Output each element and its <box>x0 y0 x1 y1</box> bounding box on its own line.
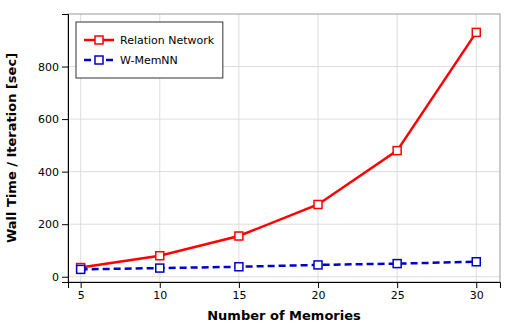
tick: 0 <box>52 271 68 284</box>
marker <box>77 265 85 273</box>
tick: 20 <box>312 282 326 302</box>
grid <box>68 14 500 282</box>
tick-mark <box>62 67 68 68</box>
plot-frame <box>68 14 500 282</box>
marker <box>393 147 401 155</box>
legend-item: Relation Network <box>84 34 215 47</box>
y-axis-title: Wall Time / Iteration [sec] <box>4 53 19 243</box>
grid-line-x <box>318 14 319 282</box>
tick-label: 25 <box>391 289 405 302</box>
tick-label: 200 <box>38 218 59 231</box>
marker <box>235 232 243 240</box>
plot: 5 10 15 20 25 30 0 200 400 600 800 Relation Network… <box>38 14 501 302</box>
tick-label: 10 <box>153 289 167 302</box>
tick: 200 <box>38 218 68 231</box>
legend-label: Relation Network <box>120 34 215 47</box>
tick-mark <box>318 282 319 288</box>
grid-line-x <box>476 14 477 282</box>
marker <box>314 200 322 208</box>
tick-mark <box>62 119 68 120</box>
tick-label: 30 <box>470 289 484 302</box>
y-axis: 0 200 400 600 800 <box>38 15 69 284</box>
tick: 600 <box>38 113 68 126</box>
marker <box>235 263 243 271</box>
tick-mark <box>81 282 82 288</box>
x-axis-title: Number of Memories <box>207 308 361 323</box>
tick-label: 600 <box>38 113 59 126</box>
tick-mark <box>476 282 477 288</box>
tick-mark <box>397 282 398 288</box>
marker <box>314 261 322 269</box>
legend: Relation Network W-MemNN <box>76 22 223 78</box>
legend-marker <box>95 36 103 44</box>
grid-line-y <box>68 224 500 225</box>
legend-label: W-MemNN <box>120 54 178 67</box>
tick: 15 <box>232 282 246 302</box>
axis-line <box>69 283 501 289</box>
tick-label: 400 <box>38 166 59 179</box>
tick-mark <box>239 282 240 288</box>
tick-mark <box>160 282 161 288</box>
legend-marker <box>95 56 103 64</box>
chart: 5 10 15 20 25 30 0 200 400 600 800 Relation Network… <box>0 0 516 330</box>
grid-line-y <box>68 276 500 277</box>
tick-mark <box>62 172 68 173</box>
x-axis: 5 10 15 20 25 30 <box>69 282 501 302</box>
tick: 800 <box>38 61 68 74</box>
series <box>77 28 481 271</box>
marker <box>156 264 164 272</box>
marker <box>472 28 480 36</box>
tick: 25 <box>391 282 405 302</box>
tick-mark <box>62 224 68 225</box>
tick-label: 0 <box>52 271 59 284</box>
grid-line-x <box>238 14 239 282</box>
line <box>81 262 477 270</box>
series <box>77 258 481 274</box>
tick-label: 15 <box>232 289 246 302</box>
legend-box <box>76 22 223 78</box>
marker <box>393 260 401 268</box>
grid-line-y <box>68 119 500 120</box>
tick: 30 <box>470 282 484 302</box>
tick: 400 <box>38 166 68 179</box>
tick-label: 800 <box>38 61 59 74</box>
tick: 10 <box>153 282 167 302</box>
grid-line-y <box>68 171 500 172</box>
marker <box>156 252 164 260</box>
legend-item: W-MemNN <box>84 54 178 67</box>
data-area <box>77 28 481 273</box>
tick-label: 20 <box>312 289 326 302</box>
tick-mark <box>62 277 68 278</box>
axis-line <box>62 15 69 283</box>
tick-label: 5 <box>78 289 85 302</box>
tick: 5 <box>78 282 85 302</box>
marker <box>472 258 480 266</box>
